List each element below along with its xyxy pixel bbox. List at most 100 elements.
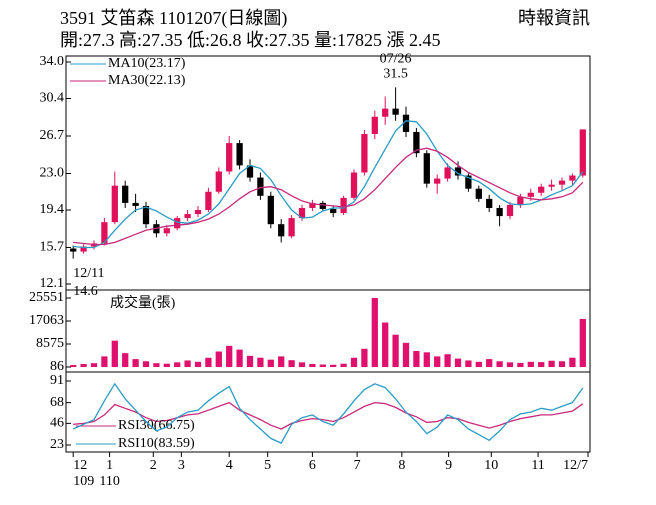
x-tick-label: 3	[178, 458, 185, 473]
legend-label: RSI30(66.75)	[118, 418, 195, 433]
candle-body	[70, 248, 77, 252]
candle-body	[226, 143, 233, 172]
volume-bar	[90, 363, 98, 367]
candle-body	[163, 228, 170, 234]
volume-bar	[267, 359, 274, 367]
candle-body	[298, 207, 306, 219]
volume-bar	[558, 361, 566, 367]
candle-body	[80, 246, 87, 252]
x-tick-label: 9	[445, 458, 452, 473]
volume-bar	[475, 361, 482, 367]
volume-bar	[288, 360, 295, 367]
volume-title: 成交量(張)	[110, 294, 176, 311]
y-tick-label: 12.1	[40, 276, 65, 291]
candle-body	[517, 196, 524, 205]
y-tick-label: 30.4	[40, 91, 65, 106]
x-sublabel: 110	[99, 474, 119, 489]
legend-label: RSI10(83.59)	[118, 436, 195, 451]
volume-bar	[194, 361, 202, 367]
rsi-panel	[65, 371, 591, 453]
candle-body	[392, 108, 399, 115]
x-tick-label: 8	[398, 458, 405, 473]
candle-body	[215, 171, 222, 192]
y-tick-label: 34.0	[40, 54, 65, 69]
y-tick-label: 8575	[36, 336, 64, 351]
x-tick-label: 12/7	[563, 458, 588, 473]
volume-bar	[382, 322, 389, 367]
candle-body	[330, 208, 337, 214]
candle-body	[569, 175, 576, 181]
candle-body	[579, 129, 586, 176]
y-tick-label: 25551	[29, 290, 64, 305]
volume-bar	[309, 363, 316, 367]
volume-bar	[402, 342, 410, 367]
volume-bar	[496, 361, 503, 367]
candle-body	[444, 167, 451, 179]
legend-label: MA10(23.17)	[108, 56, 186, 71]
volume-bar	[153, 363, 160, 367]
x-tick-label: 11	[531, 458, 544, 473]
candle-body	[246, 165, 254, 178]
candle-body	[184, 214, 191, 219]
candle-body	[278, 224, 285, 237]
x-tick-label: 4	[226, 458, 233, 473]
annotation-date: 07/26	[380, 52, 412, 67]
candle-body	[236, 143, 243, 166]
y-tick-label: 46	[50, 416, 64, 431]
candle-body	[548, 184, 555, 187]
y-tick-label: 26.7	[40, 128, 65, 143]
y-tick-label: 91	[50, 373, 64, 388]
y-tick-label: 19.4	[40, 202, 65, 217]
volume-bar	[330, 364, 337, 367]
candle-body	[496, 207, 503, 217]
candle-body	[486, 198, 493, 208]
volume-bar	[517, 362, 524, 367]
x-tick-label: 2	[150, 458, 157, 473]
volume-bar	[298, 362, 306, 367]
chart-title: 3591 艾笛森 1101207(日線圖)	[60, 8, 287, 29]
volume-bar	[579, 318, 586, 367]
y-tick-label: 23.0	[40, 166, 65, 181]
rsi-line	[72, 382, 584, 444]
chart-subtitle: 開:27.3 高:27.35 低:26.8 收:27.35 量:17825 漲 …	[60, 30, 441, 50]
volume-bar	[142, 361, 150, 367]
volume-bar	[319, 364, 326, 367]
volume-bar	[163, 363, 170, 367]
candle-body	[558, 180, 566, 185]
volume-bar	[465, 360, 472, 367]
volume-bar	[548, 360, 555, 367]
volume-bar	[486, 359, 493, 367]
candle-body	[361, 133, 368, 173]
candle-body	[142, 205, 150, 225]
candle-body	[527, 192, 534, 197]
volume-bar	[226, 345, 233, 367]
ma-line	[73, 147, 584, 246]
candle-body	[309, 202, 316, 208]
legend-label: MA30(22.13)	[108, 73, 186, 88]
annotation-value: 31.5	[383, 67, 408, 82]
volume-bar	[246, 355, 254, 367]
candle-body	[413, 131, 420, 154]
annotation-value: 14.6	[73, 284, 98, 299]
volume-bar	[101, 356, 108, 367]
volume-bar	[184, 360, 191, 367]
volume-bar	[340, 363, 347, 367]
y-tick-label: 23	[50, 437, 64, 452]
annotation-date: 12/11	[73, 266, 104, 281]
candle-body	[122, 185, 129, 203]
candle-body	[205, 191, 212, 210]
candle-body	[111, 185, 118, 223]
x-tick-label: 7	[354, 458, 361, 473]
x-tick-label: 6	[309, 458, 316, 473]
candle-body	[288, 218, 295, 237]
candle-body	[101, 222, 108, 244]
volume-bar	[215, 351, 222, 367]
volume-bar	[444, 354, 451, 367]
y-tick-label: 17063	[29, 313, 64, 328]
volume-bar	[423, 352, 430, 367]
candle-body	[434, 178, 441, 184]
x-sublabel: 109	[73, 474, 94, 489]
volume-bar	[257, 357, 264, 367]
candle-body	[465, 175, 472, 189]
